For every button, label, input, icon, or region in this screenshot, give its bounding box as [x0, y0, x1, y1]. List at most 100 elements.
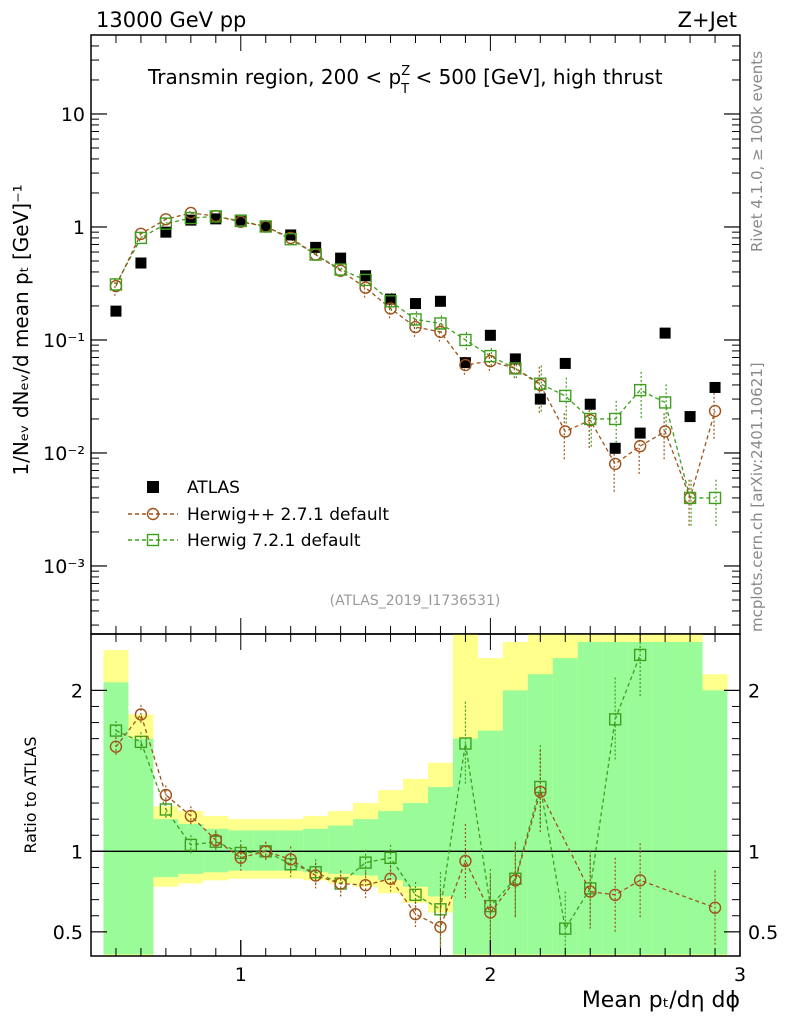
- ratio-panel: 0.5 0.5 1 1 2 2 1 2 3 Ratio to ATLAS: [21, 633, 778, 986]
- process-label: Z+Jet: [678, 8, 737, 32]
- ratio-band-green: [677, 642, 703, 955]
- herwigpp-point: [608, 457, 622, 471]
- ratio-band-green: [652, 642, 678, 955]
- herwig7-ratio-point: [359, 856, 372, 869]
- herwig7-point: [334, 263, 347, 276]
- main-y-tick-label: 10⁻³: [43, 556, 85, 578]
- x-tick-label: 2: [484, 964, 496, 986]
- herwigpp-point: [509, 362, 522, 375]
- herwig7-point: [109, 278, 123, 291]
- ratio-band-green: [403, 803, 428, 887]
- atlas-point: [235, 214, 247, 226]
- main-panel: 10⁻³ 10⁻² 10⁻¹ 1 10 Transmin region, 200 < p…: [9, 34, 741, 635]
- legend-herwig7-label: Herwig 7.2.1 default: [187, 531, 361, 551]
- herwig7-point: [309, 248, 322, 261]
- atlas-point: [609, 442, 621, 454]
- herwig7-ratio-point: [409, 888, 422, 902]
- herwigpp-ratio-point: [409, 907, 422, 921]
- ratio-band-green: [303, 828, 329, 873]
- herwig7-ratio-point: [459, 737, 472, 750]
- herwig7-ratio-line: [115, 654, 641, 931]
- ratio-band-green: [103, 682, 129, 955]
- herwigpp-ratio-point: [334, 877, 347, 890]
- herwigpp-ratio-point: [608, 888, 622, 902]
- atlas-point: [584, 398, 596, 410]
- analysis-id: (ATLAS_2019_I1736531): [330, 593, 501, 609]
- ratio-y-tick-label-right: 1: [748, 841, 760, 863]
- ratio-y-axis-label: Ratio to ATLAS: [21, 736, 40, 853]
- atlas-point: [484, 329, 496, 341]
- herwig7-point: [259, 220, 272, 233]
- ratio-band-green: [552, 658, 578, 955]
- atlas-point: [310, 241, 322, 253]
- herwigpp-point: [633, 439, 647, 453]
- main-y-tick-label: 10⁻¹: [43, 330, 85, 352]
- ratio-y-tick-label: 2: [71, 680, 83, 702]
- herwig7-point: [484, 349, 497, 363]
- ratio-band-green: [427, 786, 453, 897]
- herwig7-point: [234, 214, 247, 228]
- atlas-point: [459, 357, 471, 369]
- herwigpp-ratio-point: [459, 854, 472, 868]
- herwig7-point: [384, 295, 397, 308]
- atlas-point: [385, 293, 397, 305]
- herwig7-point: [209, 210, 223, 223]
- legend-atlas-marker: [147, 481, 159, 493]
- herwigpp-ratio-point: [284, 853, 297, 866]
- atlas-point: [335, 252, 347, 264]
- herwig7-point: [633, 383, 647, 397]
- x-tick-label: 1: [235, 964, 247, 986]
- atlas-point: [360, 270, 372, 282]
- main-y-tick-label: 10⁻²: [43, 443, 85, 465]
- main-ticks: 10⁻³ 10⁻² 10⁻¹ 1 10: [43, 34, 740, 634]
- herwigpp-ratio-point: [384, 872, 397, 885]
- herwigpp-ratio-point: [234, 851, 247, 864]
- herwig7-ratio-point: [559, 922, 572, 935]
- herwig7-ratio-point: [608, 713, 622, 726]
- herwig7-point: [459, 333, 472, 347]
- ratio-band-green: [328, 825, 354, 874]
- herwig7-point: [608, 412, 622, 426]
- atlas-point: [260, 220, 272, 232]
- region-label: Transmin region, 200 < pZ T < 500 [GeV], …: [147, 64, 663, 97]
- herwigpp-ratio-point: [633, 874, 647, 887]
- herwigpp-point: [409, 320, 422, 334]
- herwigpp-point: [434, 325, 447, 339]
- herwigpp-point: [708, 404, 722, 418]
- ratio-y-tick-label: 1: [71, 841, 83, 863]
- herwigpp-point: [559, 425, 572, 438]
- herwigpp-ratio-point: [259, 845, 272, 858]
- herwig7-point: [159, 217, 173, 230]
- ratio-y-tick-label-right: 2: [748, 680, 760, 702]
- energy-label: 13000 GeV pp: [96, 8, 246, 32]
- herwig7-point: [534, 377, 547, 390]
- herwigpp-ratio-point: [209, 833, 223, 847]
- atlas-point: [634, 427, 646, 439]
- ratio-data-marks: [109, 634, 722, 956]
- herwig7-point: [708, 491, 722, 505]
- herwig7-point: [409, 313, 422, 326]
- legend: ATLAS Herwig++ 2.7.1 default Herwig 7.2.…: [128, 478, 389, 551]
- atlas-point: [684, 411, 696, 423]
- herwig7-point: [134, 231, 148, 245]
- herwig7-point: [284, 232, 297, 246]
- main-y-axis-label: 1/Nₑᵥ dNₑᵥ/d mean pₜ [GeV]⁻¹: [9, 184, 33, 475]
- herwig7-point: [359, 273, 372, 287]
- herwig7-ratio-point: [384, 851, 397, 864]
- mcplots-label: mcplots.cern.ch [arXiv:2401.10621]: [748, 362, 766, 632]
- atlas-point: [709, 381, 721, 393]
- herwigpp-ratio-point: [534, 785, 547, 798]
- x-axis-label: Mean pₜ/dη dϕ: [582, 988, 740, 1013]
- herwigpp-ratio-point: [184, 809, 198, 823]
- atlas-point: [210, 213, 222, 225]
- ratio-band-green: [128, 738, 154, 955]
- herwigpp-ratio-point: [109, 740, 123, 753]
- herwig7-point: [584, 412, 597, 426]
- atlas-point: [534, 393, 546, 405]
- x-tick-label: 3: [734, 964, 746, 986]
- main-y-tick-label: 10: [61, 104, 85, 126]
- herwig7-point: [184, 211, 198, 225]
- herwig7-point: [658, 396, 672, 409]
- herwig7-point: [683, 491, 697, 505]
- legend-herwigpp-label: Herwig++ 2.7.1 default: [187, 505, 389, 525]
